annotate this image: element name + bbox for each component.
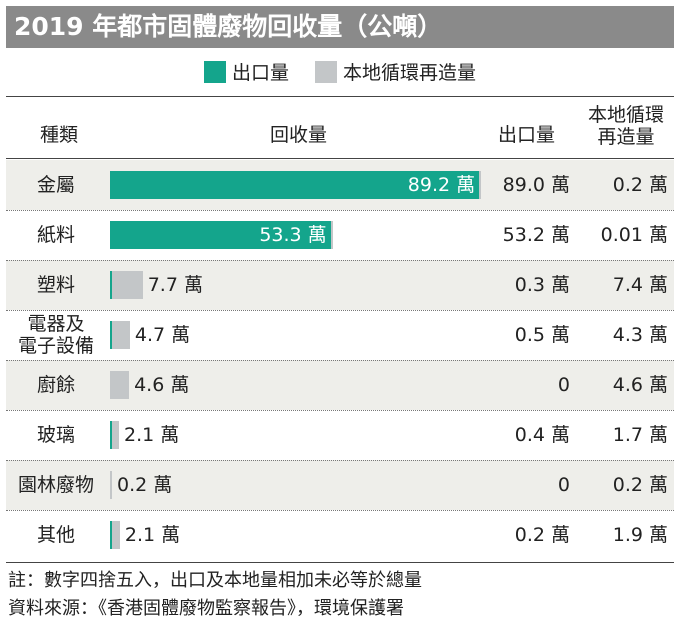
bar-value-label: 7.7 萬 (147, 274, 203, 296)
export-value: 0 (557, 474, 570, 496)
local-value: 7.4 萬 (612, 274, 668, 296)
source-note: 資料來源：《香港固體廢物監察報告》，環境保護署 (8, 598, 404, 619)
legend-item-local: 本地循環再造量 (315, 58, 476, 85)
bar-value-label: 2.1 萬 (124, 424, 180, 446)
category-label-text: 廚餘 (36, 374, 75, 396)
bar-segment-export (110, 421, 112, 449)
local-value: 0.01 萬 (600, 224, 668, 246)
legend-label-local: 本地循環再造量 (343, 62, 477, 84)
category-label: 金屬 (6, 160, 106, 210)
bar-stack (110, 321, 130, 349)
table-row: 電器及 電子設備 4.7 萬 0.5 萬 4.3 萬 (6, 310, 674, 360)
table-top-rule (6, 96, 674, 97)
category-label: 玻璃 (6, 410, 106, 460)
header-local-line2: 再造量 (597, 126, 655, 148)
header-local-line1: 本地循環 (587, 104, 664, 126)
bar-segment-export (110, 221, 331, 249)
table-row: 廚餘 4.6 萬 0 4.6 萬 (6, 360, 674, 410)
category-label-text: 玻璃 (36, 424, 75, 446)
row-separator (6, 460, 674, 461)
chart-title: 2019 年都市固體廢物回收量（公噸） (14, 12, 443, 41)
header-export: 出口量 (498, 124, 556, 146)
category-label-text: 其他 (36, 524, 75, 546)
bar-segment-local (330, 221, 333, 249)
bar-value-label: 4.6 萬 (134, 374, 190, 396)
bar-segment-local (112, 521, 120, 549)
export-value: 0.5 萬 (514, 324, 570, 346)
bar-segment-export (110, 171, 480, 199)
table-row: 紙料 53.3 萬 53.2 萬 0.01 萬 (6, 210, 674, 260)
bar-segment-local (479, 171, 482, 199)
bar-segment-export (110, 321, 113, 349)
header-recovery: 回收量 (270, 124, 328, 146)
table-row: 金屬 89.2 萬 89.0 萬 0.2 萬 (6, 160, 674, 210)
legend-swatch-local (315, 60, 338, 83)
bar-stack (110, 421, 120, 449)
bar-segment-local (112, 421, 120, 449)
table-row: 塑料 7.7 萬 0.3 萬 7.4 萬 (6, 260, 674, 310)
bar-stack (110, 371, 130, 399)
local-value: 0.2 萬 (612, 474, 668, 496)
bar-value-label: 53.3 萬 (259, 224, 327, 246)
local-value: 4.6 萬 (612, 374, 668, 396)
category-label-text: 金屬 (36, 174, 75, 196)
bar-stack (110, 271, 143, 299)
bar-segment-local (112, 271, 143, 299)
bar-segment-local (112, 321, 130, 349)
category-label: 廚餘 (6, 360, 106, 410)
local-value: 1.9 萬 (612, 524, 668, 546)
legend-item-export: 出口量 (203, 58, 289, 85)
bar-value-label: 4.7 萬 (134, 324, 191, 346)
legend-swatch-export (203, 60, 226, 83)
header-type: 種類 (40, 124, 79, 146)
export-value: 53.2 萬 (502, 224, 570, 246)
bar-stack (110, 221, 333, 249)
category-label-text: 電器及 電子設備 (17, 313, 94, 357)
export-value: 89.0 萬 (502, 174, 570, 196)
local-value: 0.2 萬 (612, 174, 668, 196)
row-separator (6, 310, 674, 311)
bar-stack (110, 471, 112, 499)
row-separator (6, 360, 674, 361)
category-label-text: 園林廢物 (17, 474, 94, 496)
bar-segment-export (110, 271, 112, 299)
bar-segment-local (110, 371, 130, 399)
bar-value-label: 89.2 萬 (407, 174, 476, 196)
bar-segment-export (110, 521, 112, 549)
table-row: 園林廢物 0.2 萬 0 0.2 萬 (6, 460, 674, 510)
table-row: 其他 2.1 萬 0.2 萬 1.9 萬 (6, 510, 674, 560)
export-value: 0.2 萬 (514, 524, 570, 546)
category-label: 電器及 電子設備 (6, 310, 106, 360)
row-separator (6, 260, 674, 261)
row-separator (6, 410, 674, 411)
table-row: 玻璃 2.1 萬 0.4 萬 1.7 萬 (6, 410, 674, 460)
category-label: 紙料 (6, 210, 106, 260)
bar-segment-local (110, 471, 112, 499)
local-value: 4.3 萬 (612, 324, 668, 346)
legend-label-export: 出口量 (231, 62, 289, 84)
export-value: 0 (557, 374, 570, 396)
legend: 出口量 本地循環再造量 (0, 58, 680, 86)
export-value: 0.3 萬 (514, 274, 570, 296)
category-label: 其他 (6, 510, 106, 560)
category-label: 園林廢物 (6, 460, 106, 510)
local-value: 1.7 萬 (612, 424, 668, 446)
bar-value-label: 0.2 萬 (117, 474, 173, 496)
category-label: 塑料 (6, 260, 106, 310)
footnote: 註：數字四捨五入，出口及本地量相加未必等於總量 (8, 570, 422, 591)
category-label-text: 塑料 (36, 274, 75, 296)
bar-stack (110, 521, 120, 549)
bar-stack (110, 171, 482, 199)
header-local: 本地循環 再造量 (574, 104, 678, 148)
row-separator (6, 510, 674, 511)
table-bottom-rule (6, 562, 674, 563)
bar-value-label: 2.1 萬 (124, 524, 181, 546)
header-bottom-rule (6, 158, 674, 159)
export-value: 0.4 萬 (514, 424, 570, 446)
title-bar: 2019 年都市固體廢物回收量（公噸） (6, 6, 674, 48)
row-separator (6, 210, 674, 211)
category-label-text: 紙料 (36, 224, 75, 246)
